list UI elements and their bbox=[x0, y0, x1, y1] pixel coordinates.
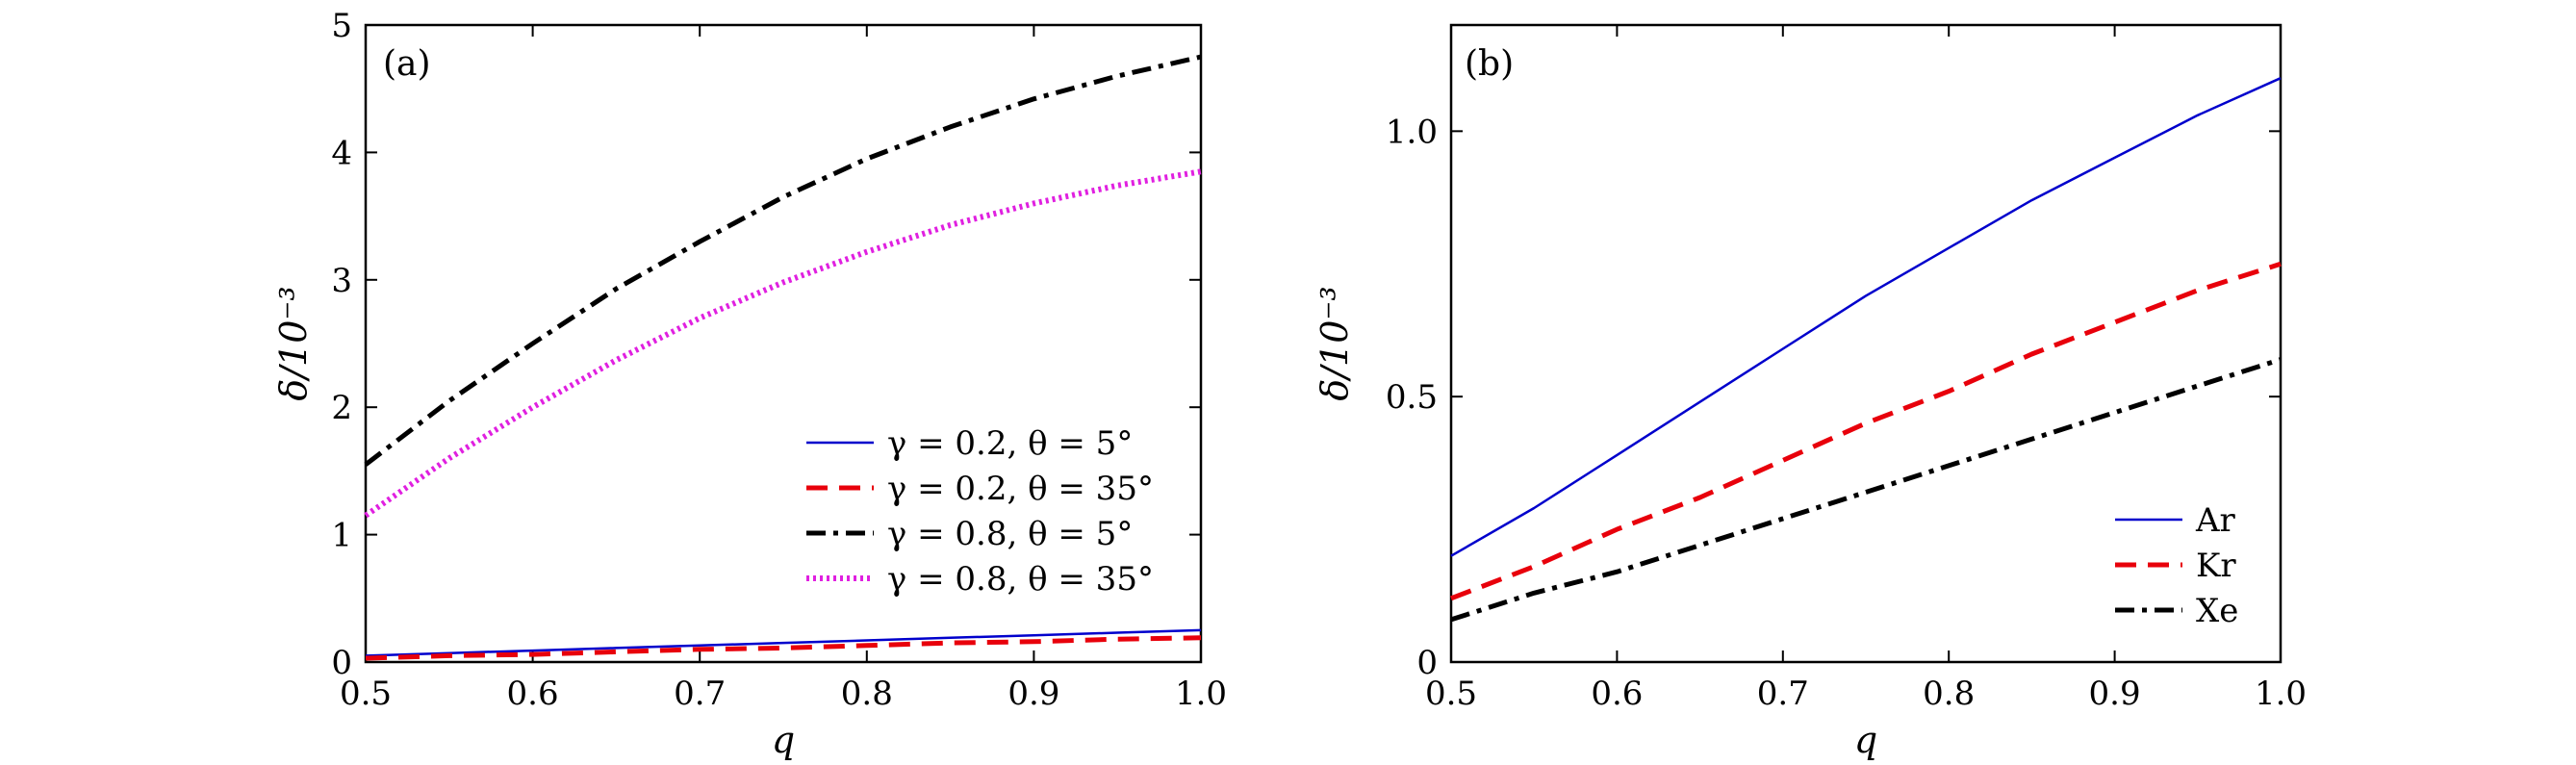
y-tick-label: 0 bbox=[1416, 644, 1438, 682]
series-group-a bbox=[364, 54, 1202, 661]
ticks-b: 0.5 0.6 0.7 0.8 0.9 1.000.51.0 bbox=[1386, 25, 2307, 713]
x-tick-label: 0.7 bbox=[1757, 675, 1809, 713]
y-tick-label: 0 bbox=[331, 644, 352, 682]
series-group-b bbox=[1450, 77, 2282, 623]
y-tick-label: 0.5 bbox=[1386, 378, 1438, 417]
plot-frame-b bbox=[1449, 23, 2283, 664]
y-tick-label: 3 bbox=[331, 262, 352, 300]
series-line-1 bbox=[365, 628, 1202, 657]
legend-label: γ = 0.2, θ = 5° bbox=[887, 424, 1133, 463]
x-tick-label: 1.0 bbox=[1175, 675, 1227, 713]
x-axis-label-b: q bbox=[1854, 719, 1877, 761]
x-tick-label: 0.6 bbox=[507, 675, 559, 713]
y-tick-label: 1 bbox=[331, 517, 352, 555]
x-tick-label: 0.9 bbox=[1007, 675, 1059, 713]
panel-label-b: (b) bbox=[1465, 44, 1514, 84]
legend-b: Ar Kr Xe bbox=[2115, 501, 2238, 630]
legend-label: γ = 0.2, θ = 35° bbox=[887, 470, 1154, 508]
panel-a: 0.5 0.6 0.7 0.8 0.9 1.0 0 1 2 3 4 5 (a) q δ/10⁻³ γ … bbox=[272, 7, 1227, 761]
series-line-3 bbox=[364, 54, 1202, 467]
x-tick-label: 0.7 bbox=[674, 675, 726, 713]
x-tick-label: 0.5 bbox=[340, 675, 392, 713]
series-line-2 bbox=[1450, 261, 2282, 601]
y-tick-label: 1.0 bbox=[1386, 113, 1438, 151]
y-tick-label: 4 bbox=[331, 134, 352, 172]
ticks-a: 0.5 0.6 0.7 0.8 0.9 1.0 0 1 2 3 4 5 bbox=[331, 7, 1227, 713]
series-line-4 bbox=[364, 168, 1202, 519]
panel-b: 0.5 0.6 0.7 0.8 0.9 1.000.51.0 (b) q δ/10⁻³ A… bbox=[1314, 23, 2307, 761]
legend-a: γ = 0.2, θ = 5° γ = 0.2, θ = 35° γ = 0.8, … bbox=[806, 424, 1154, 599]
x-tick-label: 0.5 bbox=[1425, 675, 1477, 713]
series-line-2 bbox=[365, 635, 1202, 661]
series-line-3 bbox=[1450, 357, 2282, 623]
series-line-1 bbox=[1450, 77, 2282, 557]
x-tick-label: 1.0 bbox=[2255, 675, 2307, 713]
y-axis-label-a: δ/10⁻³ bbox=[272, 286, 315, 400]
y-tick-label: 5 bbox=[331, 7, 352, 45]
x-tick-label: 0.9 bbox=[2089, 675, 2141, 713]
plot-frame-a bbox=[364, 23, 1203, 664]
y-tick-label: 2 bbox=[331, 389, 352, 427]
legend-label: Ar bbox=[2195, 501, 2236, 540]
legend-label: γ = 0.8, θ = 5° bbox=[887, 515, 1133, 553]
y-axis-label-b: δ/10⁻³ bbox=[1314, 286, 1356, 400]
panel-label-a: (a) bbox=[383, 44, 431, 84]
x-axis-label-a: q bbox=[772, 719, 795, 761]
legend-label: γ = 0.8, θ = 35° bbox=[887, 560, 1154, 599]
legend-label: Xe bbox=[2196, 592, 2238, 630]
x-tick-label: 0.8 bbox=[1923, 675, 1975, 713]
legend-label: Kr bbox=[2196, 547, 2236, 585]
x-tick-label: 0.6 bbox=[1591, 675, 1643, 713]
x-tick-label: 0.8 bbox=[841, 675, 893, 713]
